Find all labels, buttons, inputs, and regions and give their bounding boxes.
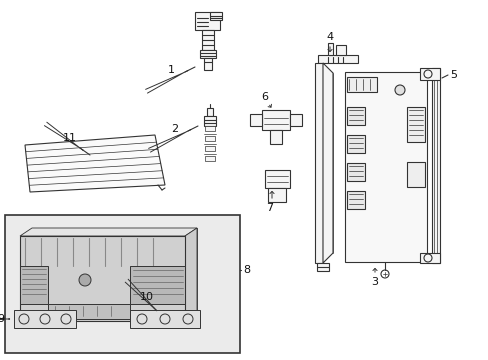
Bar [406,162,424,187]
Bar [289,114,302,126]
Text: 11: 11 [63,133,77,143]
Polygon shape [195,12,220,30]
Polygon shape [204,156,215,161]
Bar [5,215,240,353]
Polygon shape [204,126,215,131]
Bar [406,107,424,142]
Bar [269,130,282,144]
Bar [206,108,213,116]
Circle shape [79,274,91,286]
Bar [20,236,184,321]
Text: 2: 2 [170,124,178,134]
Polygon shape [184,228,197,321]
Text: 9: 9 [0,314,4,324]
Text: 7: 7 [266,203,273,213]
Bar [346,191,364,209]
Text: 5: 5 [449,70,456,80]
Bar [249,114,262,126]
Text: 3: 3 [371,277,378,287]
Circle shape [394,85,404,95]
Polygon shape [20,228,197,236]
Text: 4: 4 [326,32,333,42]
Bar [316,263,328,271]
Bar [262,110,289,130]
Polygon shape [25,135,164,192]
Bar [346,77,376,92]
Polygon shape [204,146,215,151]
Polygon shape [314,63,323,263]
Bar [346,163,364,181]
Polygon shape [32,228,197,313]
Bar [48,304,130,319]
Bar [346,107,364,125]
Bar [264,170,289,188]
Polygon shape [204,136,215,141]
Bar [345,72,426,262]
Bar [317,55,357,63]
Polygon shape [200,50,216,58]
Text: 6: 6 [261,92,268,102]
Text: 1: 1 [168,65,175,75]
Polygon shape [431,68,439,263]
Bar [130,310,200,328]
Polygon shape [203,116,216,126]
Text: 10: 10 [140,292,154,302]
Bar [20,266,48,304]
Bar [267,188,285,202]
Bar [203,58,212,70]
Text: 8: 8 [243,265,250,275]
Bar [14,310,76,328]
Polygon shape [323,63,332,263]
Bar [346,135,364,153]
Bar [335,45,346,55]
Bar [327,43,332,55]
Polygon shape [209,12,222,20]
Bar [202,30,214,50]
Polygon shape [419,68,439,80]
Polygon shape [419,253,439,263]
Bar [130,266,184,304]
